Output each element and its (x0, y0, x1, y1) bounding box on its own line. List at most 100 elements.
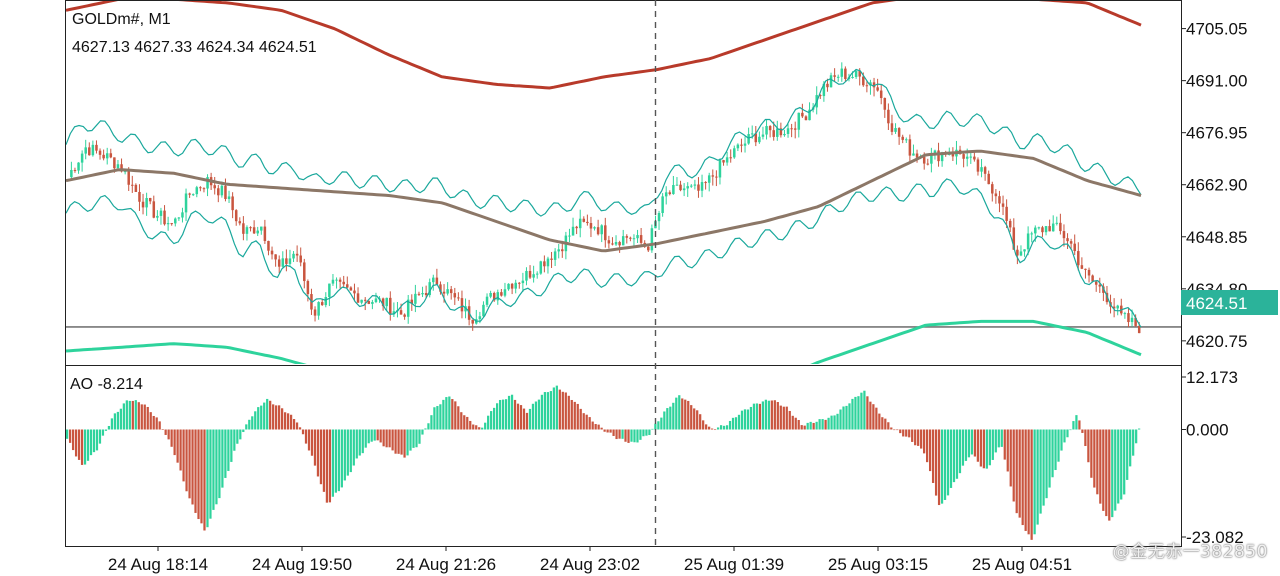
ao-bar (955, 429, 959, 479)
candle (793, 121, 797, 139)
candle (206, 174, 209, 197)
ao-bar (940, 429, 944, 504)
ao-bar (95, 429, 99, 451)
ao-bar (654, 423, 657, 430)
candle (621, 229, 625, 246)
ao-bar (370, 429, 373, 442)
candle (962, 153, 965, 168)
candle (657, 210, 661, 230)
ao-bar (173, 429, 176, 456)
ao-bar (340, 429, 343, 488)
ao-bar (597, 424, 600, 430)
ao-bar (845, 405, 848, 430)
candle (428, 278, 431, 298)
candle (618, 240, 621, 253)
ao-bar (985, 429, 988, 469)
y-tick-label: 4691.00 (1186, 72, 1247, 91)
candle (260, 226, 263, 235)
candle (1127, 308, 1130, 328)
ao-bar (567, 395, 570, 430)
candle (987, 170, 990, 185)
candle (854, 70, 858, 79)
candle (245, 225, 249, 241)
ao-indicator-pane (66, 385, 1141, 540)
ao-bar (946, 429, 950, 496)
ao-bar (1081, 429, 1084, 433)
candle (1062, 224, 1066, 247)
candle (571, 217, 575, 236)
ao-bar (555, 385, 558, 430)
ao-bar (343, 429, 346, 481)
candle (138, 184, 141, 211)
ao-bar (152, 415, 155, 430)
ao-bar (301, 429, 305, 435)
candle (399, 303, 403, 315)
candle (166, 216, 170, 231)
candle (385, 297, 388, 312)
ao-bar (737, 414, 741, 430)
candle (1066, 233, 1069, 249)
candle (227, 190, 231, 203)
ao-bar (564, 392, 567, 430)
candle (518, 282, 521, 289)
candle (410, 294, 414, 311)
candle (170, 222, 173, 226)
ao-bar (675, 397, 678, 430)
candle (876, 78, 879, 92)
ao-bar (275, 405, 278, 430)
ao-bar (1072, 421, 1075, 430)
ao-bar (842, 406, 845, 430)
ao-bar (970, 429, 974, 455)
candle (1051, 215, 1055, 232)
candle (596, 219, 600, 236)
ao-bar (926, 429, 929, 463)
ao-bar (952, 429, 956, 483)
axes: 4705.054691.004676.954662.904648.854634.… (108, 20, 1248, 574)
candle (1080, 257, 1084, 270)
envelope-upper-line (65, 68, 1142, 217)
ao-bar (651, 428, 654, 430)
ao-bar (779, 405, 782, 430)
ao-bar (917, 429, 920, 446)
ao-bar (719, 425, 723, 430)
ao-y-tick-label: -23.082 (1186, 528, 1244, 547)
ao-bar (149, 412, 152, 430)
ao-bar (1012, 429, 1015, 502)
ao-bar (1048, 429, 1051, 488)
ao-bar (481, 427, 484, 430)
ao-bar (167, 429, 170, 440)
ao-bar (982, 429, 985, 469)
ao-bar (298, 427, 302, 430)
ao-bar (74, 429, 78, 457)
ao-bar (1003, 429, 1006, 460)
ao-bar (887, 422, 890, 430)
ao-bar (1051, 429, 1054, 478)
candle (503, 282, 507, 298)
ao-bar (528, 408, 532, 430)
ao-bar (313, 429, 317, 466)
ao-bar (755, 403, 759, 430)
y-tick-label: 4705.05 (1186, 20, 1247, 39)
ao-bar (669, 406, 672, 430)
ao-bar (705, 424, 708, 430)
candle (281, 251, 285, 268)
ao-bar (92, 429, 96, 453)
candle (521, 272, 525, 292)
candlesticks (70, 62, 1141, 334)
candle (790, 123, 793, 138)
candle (578, 209, 582, 238)
ao-bar (379, 429, 382, 443)
lower-band-line (65, 319, 1142, 364)
candle (607, 235, 611, 249)
candle (317, 301, 320, 320)
ao-bar (155, 417, 158, 430)
ao-bar (1000, 429, 1003, 447)
ao-bar (110, 418, 114, 430)
ao-bar (893, 429, 896, 431)
ao-bar (137, 402, 140, 430)
ao-bar (501, 399, 505, 430)
ao-bar (615, 429, 618, 440)
ao-bar (690, 405, 693, 430)
candle (829, 72, 833, 88)
candle (367, 300, 371, 305)
